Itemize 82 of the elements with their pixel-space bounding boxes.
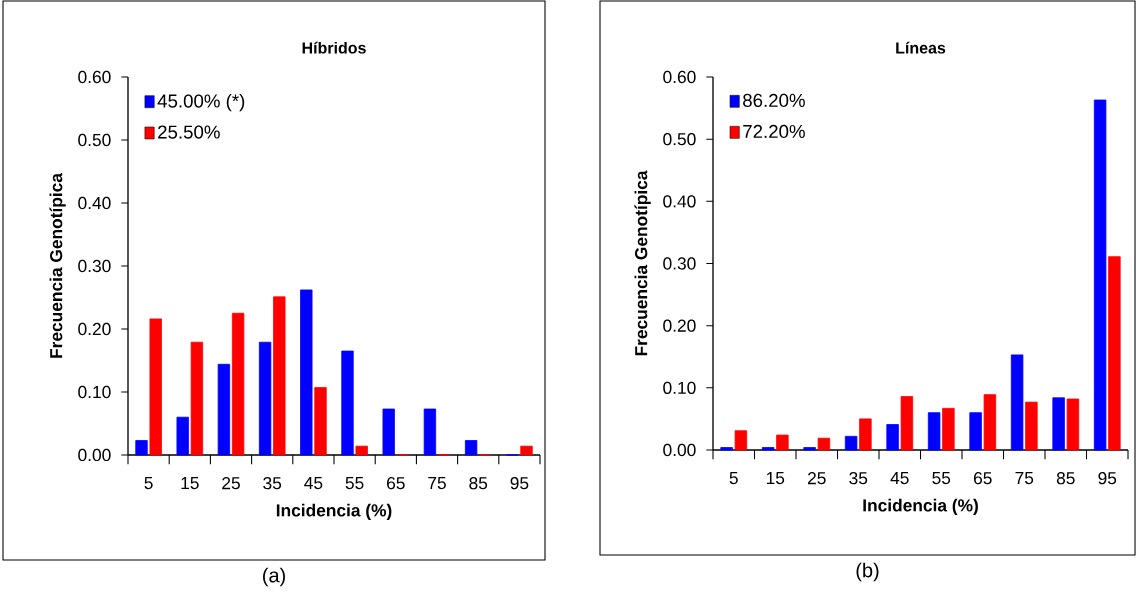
text: (b) [856,562,879,582]
y-tick-label: 0.60 [663,70,696,84]
x-tick-label: 45 [304,477,323,490]
x-tick-label: 65 [387,477,405,490]
text: (a) [263,567,285,587]
x-tick-label: 5 [729,472,738,485]
bar [1108,256,1121,451]
x-tick-label: 75 [1015,472,1034,485]
y-tick-label: 0.40 [663,195,696,208]
bar [135,440,148,456]
bar [341,350,354,456]
x-axis-title: Incidencia (%) [276,503,392,520]
chart-title: Líneas [896,41,946,54]
bar [859,418,872,451]
x-tick-label: 65 [974,472,992,485]
x-tick-label: 25 [222,477,240,490]
bar [1025,401,1038,451]
bar [273,296,286,456]
x-tick-label: 15 [766,472,785,485]
x-tick-label: 95 [1098,472,1117,485]
bar [231,312,245,456]
x-tick-label: 35 [849,472,868,485]
y-tick-label: 0.60 [78,70,111,84]
y-tick-label: 0.20 [663,319,696,332]
x-tick-label: 5 [144,477,153,490]
chart-title: Híbridos [302,41,366,54]
y-tick-label: 0.00 [663,443,696,457]
bar [803,447,816,451]
y-tick-label: 0.50 [663,133,696,146]
bar [258,341,272,456]
bar [1052,397,1065,451]
bar [464,440,478,456]
x-tick-label: 55 [345,477,364,490]
bar [942,407,955,451]
bar [900,396,914,451]
x-tick-label: 75 [428,477,446,490]
bar [844,435,858,451]
bar [217,363,231,456]
x-tick-label: 95 [510,477,529,490]
x-tick-label: 35 [263,477,282,490]
y-tick-label: 0.50 [78,133,111,147]
bar [734,430,748,451]
y-tick-label: 0.10 [663,381,696,394]
bar [761,447,775,451]
bar [817,437,831,451]
x-tick-label: 85 [1056,472,1075,485]
y-axis-title: Frecuencia Genotípica [634,170,651,356]
bar [176,416,189,456]
x-tick-label: 25 [807,472,826,485]
bar [1066,398,1080,451]
x-tick-label: 85 [469,477,488,490]
bar [355,445,368,456]
bar [382,408,395,456]
bar [969,412,982,451]
legend-label: 72.20% [743,124,805,139]
bar [776,434,789,451]
legend-label: 25.50% [158,125,220,139]
bar [520,445,533,456]
bar [300,289,313,456]
y-tick-label: 0.40 [78,196,111,210]
y-tick-label: 0.20 [78,322,111,336]
y-tick-label: 0.30 [663,257,696,270]
x-tick-label: 55 [932,472,951,485]
legend-label: 45.00% (*) [157,93,245,112]
x-tick-label: 15 [181,477,199,490]
y-tick-label: 0.30 [78,259,111,273]
y-tick-label: 0.10 [78,385,111,399]
bar [720,447,733,451]
bar [1093,99,1107,451]
legend-label: 86.20% [743,93,805,108]
x-tick-label: 45 [890,472,909,485]
bar [1010,354,1024,451]
y-axis-title: Frecuencia Genotípica [49,172,66,358]
bar [314,387,327,456]
x-axis-title: Incidencia (%) [863,498,978,515]
bar [886,424,899,451]
bar [149,318,162,456]
bar [423,408,437,456]
y-tick-label: 0.00 [78,448,111,462]
bar [927,412,941,451]
bar [190,341,204,456]
bar [983,394,997,451]
